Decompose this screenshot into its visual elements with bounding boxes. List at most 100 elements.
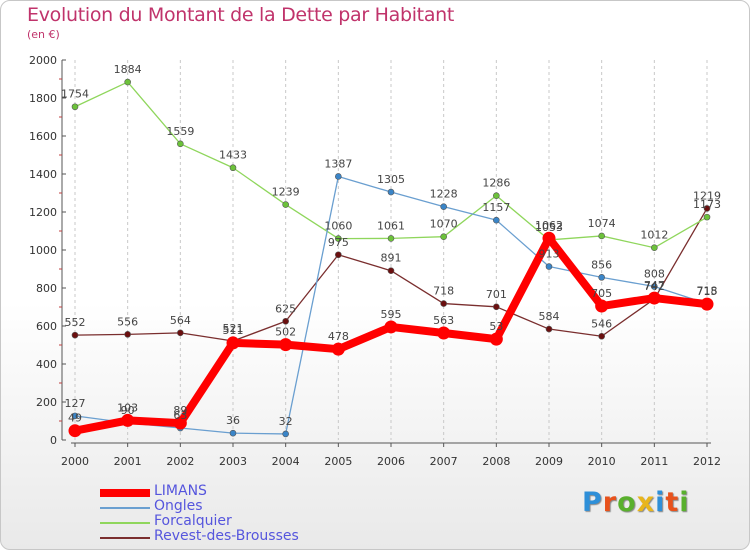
data-label: 511	[223, 324, 244, 337]
y-tick-label: 400	[36, 358, 57, 371]
x-tick-label: 2002	[166, 455, 194, 468]
data-point	[437, 326, 451, 340]
x-tick-label: 2001	[114, 455, 142, 468]
data-label: 856	[591, 258, 612, 271]
data-point	[440, 300, 447, 307]
data-point	[595, 299, 609, 313]
data-point	[121, 413, 135, 427]
data-point	[387, 235, 395, 242]
data-point	[279, 338, 293, 352]
data-label: 478	[328, 330, 349, 343]
legend-swatch	[100, 507, 150, 509]
data-point	[387, 188, 395, 196]
legend-label: LIMANS	[154, 483, 207, 499]
data-point	[598, 332, 605, 340]
data-point	[71, 412, 79, 420]
x-tick-label: 2012	[693, 455, 721, 468]
data-label: 49	[68, 412, 82, 425]
data-label: 1074	[588, 217, 616, 230]
data-point	[71, 103, 79, 111]
data-point	[124, 78, 131, 86]
data-label: 975	[328, 236, 349, 249]
data-label: 584	[539, 310, 560, 323]
data-label: 556	[117, 315, 138, 328]
data-point	[700, 297, 714, 311]
x-tick-label: 2011	[640, 455, 668, 468]
data-label: 1012	[640, 229, 668, 242]
data-label: 546	[591, 317, 612, 330]
data-label: 1433	[219, 149, 247, 162]
data-point	[489, 332, 503, 346]
data-point	[331, 342, 345, 356]
y-tick-label: 600	[36, 320, 57, 333]
data-label: 1157	[482, 201, 510, 214]
data-point	[542, 231, 556, 245]
y-tick-label: 1200	[29, 206, 57, 219]
data-label: 127	[65, 397, 86, 410]
data-point	[647, 291, 661, 305]
legend-swatch	[100, 537, 150, 539]
data-point	[387, 267, 395, 275]
data-label: 36	[226, 414, 240, 427]
y-tick-label: 1800	[29, 92, 57, 105]
data-label: 913	[539, 248, 560, 261]
data-label: 1559	[166, 125, 194, 138]
data-label: 715	[697, 285, 718, 298]
data-label: 1305	[377, 173, 405, 186]
data-label: 1219	[693, 189, 721, 202]
data-label: 552	[65, 316, 86, 329]
data-label: 742	[644, 280, 665, 293]
data-point	[229, 164, 237, 172]
data-point	[229, 429, 237, 437]
data-label: 701	[486, 288, 507, 301]
proxiti-logo: Proxiti	[582, 487, 690, 518]
legend-label: Ongles	[154, 498, 203, 514]
data-label: 563	[433, 314, 454, 327]
chart-subtitle: (en €)	[27, 28, 60, 41]
x-tick-label: 2000	[61, 455, 89, 468]
data-label: 891	[381, 252, 402, 265]
data-label: 718	[697, 285, 718, 298]
data-point	[177, 140, 184, 148]
data-point	[384, 320, 398, 334]
data-label: 1062	[535, 219, 563, 232]
data-label: 1228	[430, 188, 458, 201]
series-line	[71, 234, 711, 435]
data-point	[177, 329, 184, 337]
data-label: 53	[489, 320, 503, 333]
legend-swatch	[100, 489, 150, 497]
data-point	[545, 325, 553, 333]
data-label: 718	[433, 285, 454, 298]
data-point	[545, 263, 553, 270]
data-point	[282, 430, 289, 438]
data-label: 1754	[61, 88, 89, 101]
data-point	[335, 235, 342, 242]
y-tick-label: 200	[36, 396, 57, 409]
y-tick-label: 1400	[29, 168, 57, 181]
data-point	[598, 274, 605, 281]
x-tick-label: 2003	[219, 455, 247, 468]
data-label: 1053	[535, 221, 563, 234]
data-label: 1070	[430, 218, 458, 231]
data-label: 595	[381, 308, 402, 321]
data-point	[68, 424, 82, 438]
data-label: 502	[275, 326, 296, 339]
data-label: 564	[170, 314, 191, 327]
x-tick-label: 2007	[430, 455, 458, 468]
x-tick-label: 2005	[324, 455, 352, 468]
data-point	[335, 251, 342, 259]
data-label: 705	[591, 287, 612, 300]
data-point	[282, 201, 289, 208]
data-point	[703, 205, 711, 212]
data-point	[226, 336, 240, 350]
data-point	[124, 331, 131, 338]
data-label: 103	[117, 401, 138, 414]
data-point	[598, 232, 605, 240]
data-label: 63	[173, 409, 187, 422]
data-label: 625	[275, 302, 296, 315]
data-label: 521	[223, 322, 244, 335]
x-tick-label: 2009	[535, 455, 563, 468]
data-label: 1884	[114, 63, 142, 76]
